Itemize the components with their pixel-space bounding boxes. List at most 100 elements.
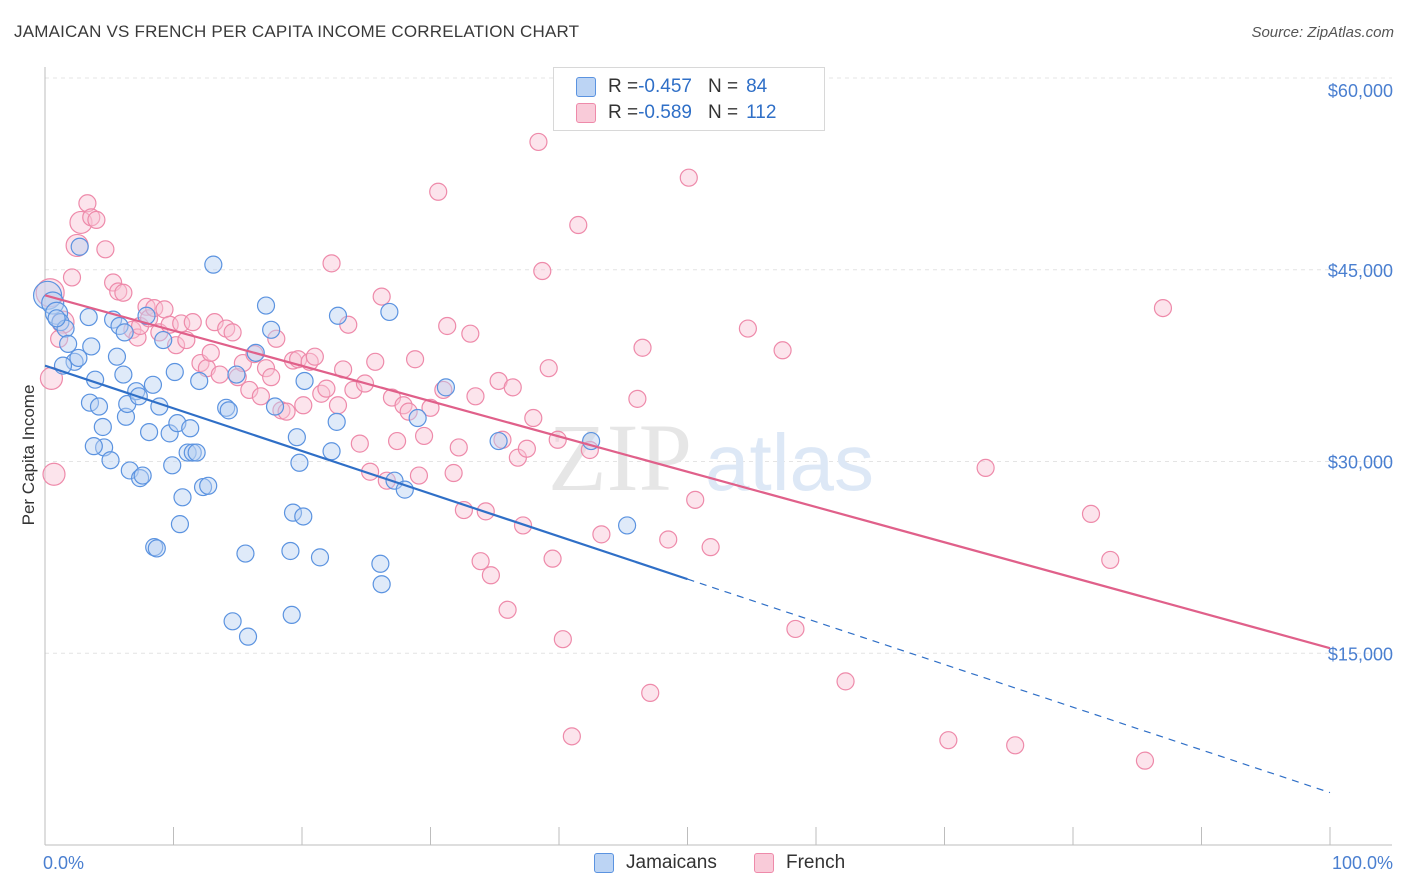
french-point-99 [628,389,647,408]
jamaican-point-32 [143,375,163,394]
french-point-112 [1006,736,1025,755]
y-axis-label: Per Capita Income [19,385,38,526]
french-point-30 [205,313,224,332]
french-point-107 [773,341,792,360]
jamaican-point-5 [59,334,78,353]
jamaican-point-41 [170,515,190,534]
french-point-6 [69,210,93,235]
french-point-89 [529,132,548,152]
french-point-87 [517,439,536,458]
legend-r-label-1: R = [608,76,639,97]
french-point-115 [1135,751,1155,770]
jamaican-point-9 [47,309,66,328]
jamaicans-swatch [576,77,596,97]
jamaican-point-14 [89,397,109,416]
jamaican-point-7 [69,348,88,368]
french-point-33 [223,323,242,342]
jamaican-point-56 [238,627,258,646]
legend-n-value-2: 112 [746,102,777,123]
french-trend-line [44,294,1331,650]
jamaican-point-50 [204,255,223,274]
french-point-83 [498,600,517,619]
french-point-104 [686,490,705,509]
french-point-7 [78,194,97,213]
french-point-29 [201,343,220,362]
french-point-60 [372,287,391,306]
legend-item-jamaicans: Jamaicans [594,852,717,874]
french-point-38 [251,387,270,406]
legend-n-value-1: 84 [746,76,768,97]
french-point-94 [553,630,572,649]
jamaican-point-39 [165,362,184,382]
jamaican-point-8 [70,237,89,256]
french-point-43 [277,402,296,421]
jamaican-point-45 [183,443,202,462]
jamaican-point-29 [133,466,152,485]
jamaicans-trend-extension [687,578,1331,794]
jamaican-point-62 [282,605,301,625]
french-legend-swatch [754,853,774,873]
jamaican-point-15 [93,417,112,437]
source-label: Source: ZipAtlas.com [1251,24,1394,41]
french-point-98 [592,525,611,544]
french-point-40 [262,368,281,387]
french-point-84 [503,378,522,397]
french-point-63 [387,431,407,451]
french-points [35,132,1173,770]
french-point-80 [481,566,500,585]
french-point-70 [429,182,448,201]
legend-n-label-1: N = [707,76,739,97]
jamaican-point-52 [219,401,238,420]
french-point-111 [976,458,995,477]
jamaican-points [32,237,637,646]
jamaican-point-59 [262,320,281,339]
jamaican-point-82 [84,437,103,456]
jamaican-point-44 [181,419,200,438]
jamaican-point-69 [322,442,341,461]
french-point-51 [322,254,341,273]
french-point-48 [305,347,324,366]
french-point-76 [461,324,480,343]
french-point-77 [466,387,485,406]
french-swatch [576,103,596,123]
french-point-52 [328,396,348,415]
french-point-103 [679,168,698,187]
jamaican-point-73 [372,575,391,594]
french-point-13 [114,283,133,302]
jamaican-point-61 [281,541,300,561]
jamaican-point-42 [173,488,192,507]
french-point-55 [344,380,363,400]
french-point-96 [569,215,588,235]
french-point-92 [543,549,562,568]
french-point-116 [1153,299,1173,318]
jamaican-point-66 [294,507,313,526]
french-point-106 [738,319,757,338]
french-point-4 [62,268,82,287]
french-point-108 [786,619,805,639]
french-point-31 [210,365,229,384]
jamaicans-legend-label: Jamaicans [626,852,717,873]
jamaican-point-53 [223,612,242,631]
jamaican-point-63 [283,503,303,522]
french-point-21 [155,300,174,319]
watermark-zip: ZIP [548,404,692,511]
french-point-100 [633,338,652,357]
jamaican-point-31 [139,422,159,442]
jamaican-point-38 [163,456,182,475]
jamaican-point-78 [436,378,456,397]
jamaican-point-72 [371,554,390,573]
x-tick-label-0: 0.0% [43,853,84,873]
french-point-102 [659,530,678,549]
french-point-109 [836,672,855,691]
jamaican-point-67 [295,371,314,391]
jamaican-point-55 [236,544,255,563]
french-point-56 [350,434,369,453]
jamaicans-trend-line [44,364,688,581]
french-point-50 [317,379,336,398]
y-tick-label-2: $45,000 [1328,261,1393,281]
french-point-101 [641,683,660,702]
jamaican-point-70 [327,412,346,431]
jamaican-point-37 [160,424,179,443]
french-point-39 [256,359,276,378]
